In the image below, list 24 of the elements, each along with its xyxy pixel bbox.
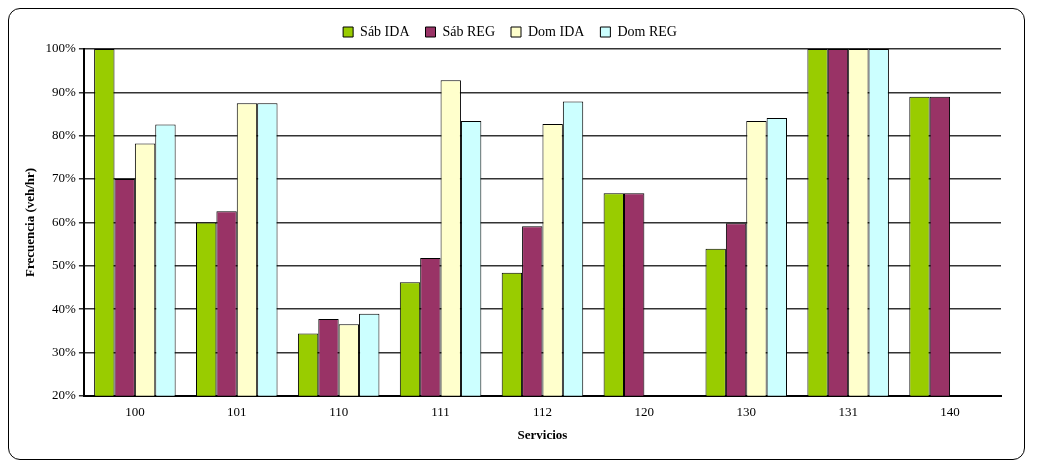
y-tick-label: 40% bbox=[52, 300, 77, 316]
y-tick-label: 90% bbox=[52, 83, 77, 99]
x-tick-label: 111 bbox=[431, 404, 450, 420]
y-tick-label: 60% bbox=[52, 213, 77, 229]
y-tick-label: 50% bbox=[52, 257, 77, 273]
y-tick-label: 30% bbox=[52, 343, 77, 359]
x-tick-label: 120 bbox=[634, 404, 655, 420]
x-tick-label: 101 bbox=[227, 404, 247, 420]
x-tick-label: 131 bbox=[838, 404, 858, 420]
legend-label: Sáb IDA bbox=[360, 23, 411, 39]
x-tick-label: 100 bbox=[125, 404, 145, 420]
legend-label: Dom IDA bbox=[528, 23, 586, 39]
x-tick-label: 130 bbox=[736, 404, 757, 420]
y-tick-label: 80% bbox=[52, 127, 77, 143]
x-tick-label: 112 bbox=[532, 404, 552, 420]
legend-label: Dom REG bbox=[617, 23, 677, 39]
y-tick-label: 20% bbox=[52, 387, 77, 403]
y-tick-label: 70% bbox=[52, 170, 77, 186]
x-tick-label: 140 bbox=[940, 404, 960, 420]
y-tick-label: 100% bbox=[45, 40, 77, 56]
y-axis-title: Frecuencia (veh/hr) bbox=[22, 167, 38, 277]
legend-label: Sáb REG bbox=[442, 23, 495, 39]
x-axis-title: Servicios bbox=[517, 426, 568, 442]
x-tick-label: 110 bbox=[329, 404, 349, 420]
